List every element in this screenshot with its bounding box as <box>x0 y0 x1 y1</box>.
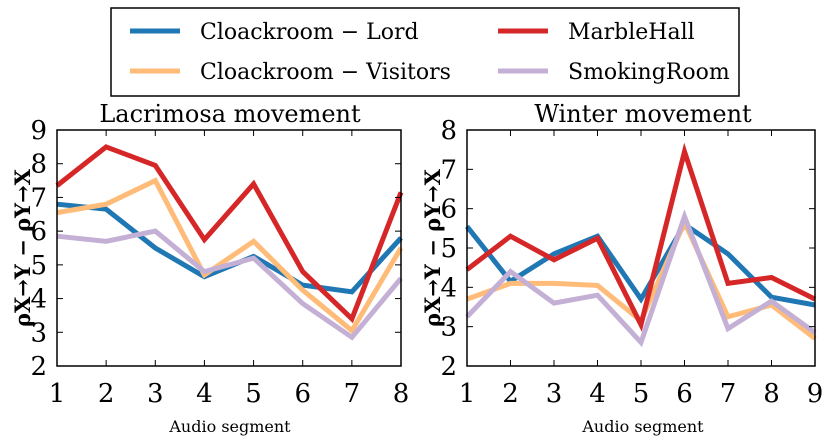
chart-winter: Winter movement Audio segment ρX→Y − ρY→… <box>420 100 823 436</box>
y-tick-label-winter: 6 <box>440 195 457 225</box>
legend: Cloackroom − Lord MarbleHall Cloackroom … <box>110 7 740 97</box>
plot-frame-lacrimosa <box>56 129 402 367</box>
y-tick-label-winter: 2 <box>440 352 457 382</box>
y-tick-label-winter: 3 <box>440 313 457 343</box>
y-tick-label-lacrimosa: 3 <box>30 318 47 348</box>
y-tick-label-lacrimosa: 5 <box>30 251 47 281</box>
x-tick-label-lacrimosa: 3 <box>147 379 164 409</box>
x-tick-label-winter: 4 <box>589 379 606 409</box>
series-line-cloackroom-lord <box>56 201 403 295</box>
x-tick-label-winter: 6 <box>676 379 693 409</box>
x-tick-label-lacrimosa: 4 <box>196 379 213 409</box>
x-tick-label-lacrimosa: 5 <box>245 379 262 409</box>
x-tick-label-lacrimosa: 1 <box>49 379 66 409</box>
x-axis-label-lacrimosa: Audio segment <box>168 417 291 436</box>
x-tick-label-winter: 3 <box>546 379 563 409</box>
legend-frame <box>110 7 740 97</box>
x-tick-label-winter: 5 <box>633 379 650 409</box>
x-tick-label-lacrimosa: 6 <box>294 379 311 409</box>
y-tick-label-lacrimosa: 2 <box>30 352 47 382</box>
x-axis-label-winter: Audio segment <box>581 417 704 436</box>
y-tick-label-lacrimosa: 7 <box>30 183 47 213</box>
series-line-cloackroom-lord <box>465 220 816 308</box>
y-axis-label-winter: ρX→Y − ρY→X <box>420 168 445 327</box>
y-tick-label-winter: 4 <box>440 273 457 303</box>
legend-label-marblehall: MarbleHall <box>568 20 695 45</box>
x-tick-label-winter: 7 <box>720 379 737 409</box>
series-line-cloackroom-visitors <box>56 177 404 335</box>
y-axis-label-lacrimosa: ρX→Y − ρY→X <box>10 168 35 327</box>
chart-lacrimosa: Lacrimosa movement Audio segment ρX→Y − … <box>10 100 409 436</box>
x-tick-label-lacrimosa: 8 <box>393 379 410 409</box>
legend-label-cloackroom-lord: Cloackroom − Lord <box>200 20 419 45</box>
y-tick-label-lacrimosa: 9 <box>30 116 47 146</box>
series-line-smokingroom <box>56 228 403 341</box>
x-tick-label-winter: 1 <box>459 379 476 409</box>
y-tick-label-winter: 7 <box>440 155 457 185</box>
y-tick-label-winter: 5 <box>440 234 457 264</box>
x-tick-label-winter: 2 <box>502 379 519 409</box>
x-tick-label-lacrimosa: 2 <box>98 379 115 409</box>
y-tick-label-lacrimosa: 4 <box>30 285 47 315</box>
chart-title-winter: Winter movement <box>534 100 752 128</box>
x-tick-label-winter: 8 <box>763 379 780 409</box>
legend-label-smokingroom: SmokingRoom <box>568 60 730 85</box>
series-line-marblehall <box>465 142 817 332</box>
series-line-smokingroom <box>465 209 817 348</box>
y-tick-label-lacrimosa: 8 <box>30 150 47 180</box>
x-tick-label-lacrimosa: 7 <box>344 379 361 409</box>
y-tick-label-winter: 8 <box>440 116 457 146</box>
x-tick-label-winter: 9 <box>807 379 824 409</box>
y-tick-label-lacrimosa: 6 <box>30 217 47 247</box>
series-line-marblehall <box>55 144 404 324</box>
plot-frame-winter <box>466 129 816 367</box>
legend-label-cloackroom-visitors: Cloackroom − Visitors <box>200 60 451 85</box>
chart-title-lacrimosa: Lacrimosa movement <box>99 100 361 128</box>
